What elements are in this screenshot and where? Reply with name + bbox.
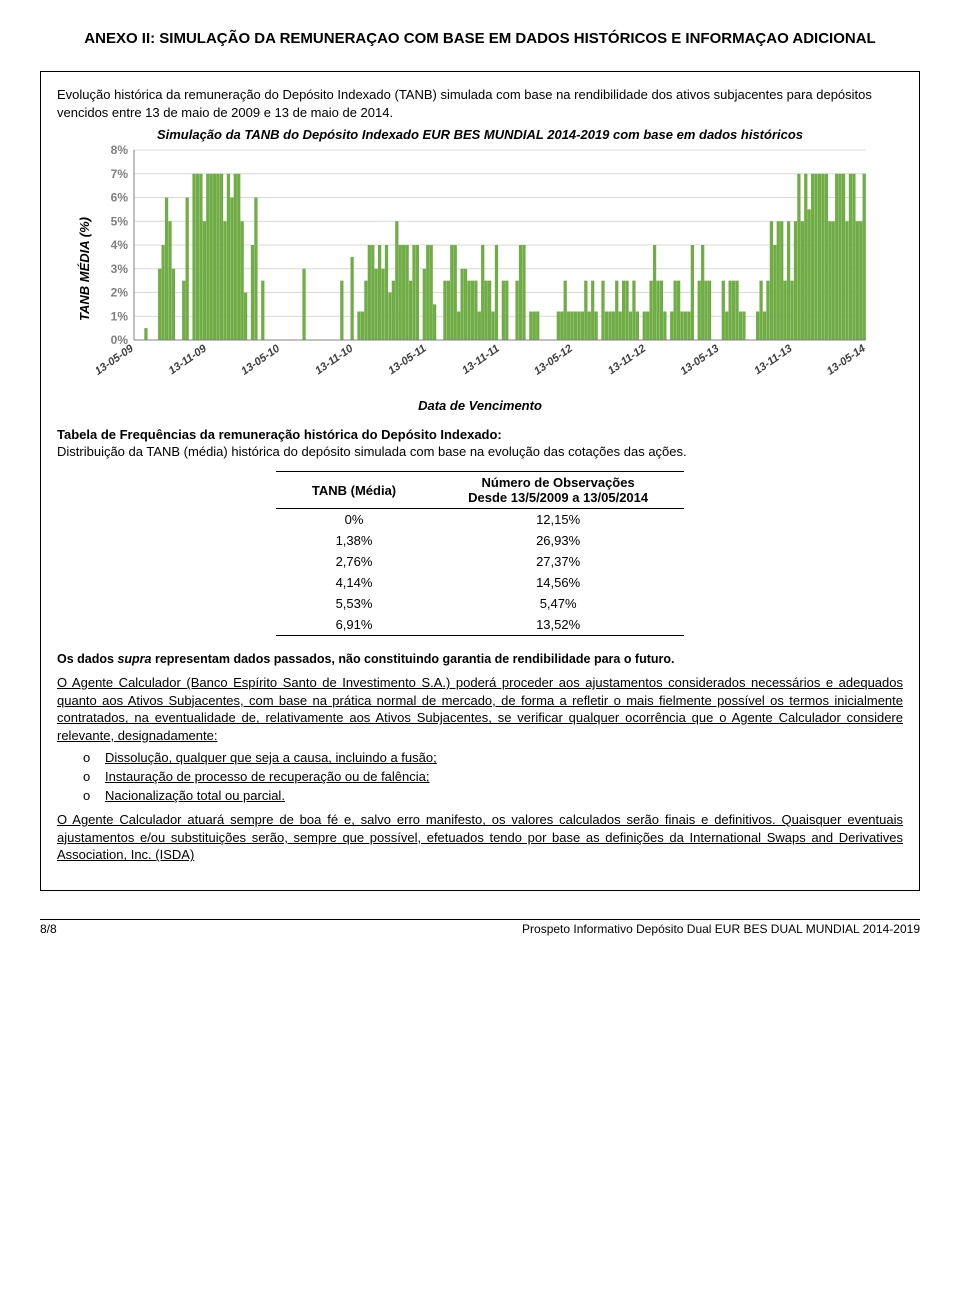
svg-text:8%: 8% — [111, 144, 129, 157]
footer-doc-title: Prospeto Informativo Depósito Dual EUR B… — [522, 922, 920, 936]
freq-cell-obs: 14,56% — [432, 572, 684, 593]
svg-text:13-05-14: 13-05-14 — [825, 343, 868, 378]
freq-cell-obs: 12,15% — [432, 509, 684, 531]
svg-text:6%: 6% — [111, 191, 129, 205]
freq-cell-tanb: 0% — [276, 509, 432, 531]
footer-page-number: 8/8 — [40, 922, 57, 936]
bullet-list: Dissolução, qualquer que seja a causa, i… — [83, 750, 903, 803]
bullet-1: Dissolução, qualquer que seja a causa, i… — [83, 750, 903, 765]
chart-y-axis-label: TANB MÉDIA (%) — [77, 217, 92, 321]
freq-cell-tanb: 5,53% — [276, 593, 432, 614]
freq-heading: Tabela de Frequências da remuneração his… — [57, 427, 903, 442]
freq-col2-header-line1: Número de Observações — [468, 475, 648, 490]
bullet-2: Instauração de processo de recuperação o… — [83, 769, 903, 784]
freq-desc: Distribuição da TANB (média) histórica d… — [57, 444, 903, 459]
page-title: ANEXO II: SIMULAÇÃO DA REMUNERAÇAO COM B… — [40, 30, 920, 47]
freq-cell-obs: 13,52% — [432, 614, 684, 636]
freq-cell-tanb: 1,38% — [276, 530, 432, 551]
table-row: 4,14%14,56% — [276, 572, 684, 593]
table-row: 5,53%5,47% — [276, 593, 684, 614]
svg-text:13-11-12: 13-11-12 — [606, 343, 648, 378]
freq-cell-obs: 5,47% — [432, 593, 684, 614]
intro-paragraph: Evolução histórica da remuneração do Dep… — [57, 86, 903, 121]
freq-cell-obs: 27,37% — [432, 551, 684, 572]
svg-text:1%: 1% — [111, 309, 129, 323]
svg-text:13-05-11: 13-05-11 — [386, 343, 428, 378]
freq-cell-tanb: 4,14% — [276, 572, 432, 593]
table-row: 1,38%26,93% — [276, 530, 684, 551]
note-prefix: Os dados — [57, 652, 117, 666]
note-suffix: representam dados passados, não constitu… — [151, 652, 674, 666]
freq-col1-header: TANB (Média) — [276, 472, 432, 509]
page-footer: 8/8 Prospeto Informativo Depósito Dual E… — [40, 919, 920, 936]
svg-text:13-05-10: 13-05-10 — [239, 342, 283, 378]
table-row: 6,91%13,52% — [276, 614, 684, 636]
svg-text:13-11-13: 13-11-13 — [752, 343, 794, 378]
agent-paragraph-2: O Agente Calculador atuará sempre de boa… — [57, 811, 903, 864]
bar-chart: 0%1%2%3%4%5%6%7%8%13-05-0913-11-0913-05-… — [96, 144, 876, 394]
freq-cell-tanb: 2,76% — [276, 551, 432, 572]
table-row: 0%12,15% — [276, 509, 684, 531]
freq-cell-tanb: 6,91% — [276, 614, 432, 636]
bullet-3: Nacionalização total ou parcial. — [83, 788, 903, 803]
table-row: 2,76%27,37% — [276, 551, 684, 572]
freq-cell-obs: 26,93% — [432, 530, 684, 551]
svg-text:7%: 7% — [111, 167, 129, 181]
chart-container: TANB MÉDIA (%) 0%1%2%3%4%5%6%7%8%13-05-0… — [77, 144, 903, 394]
chart-x-axis-label: Data de Vencimento — [57, 398, 903, 413]
svg-text:13-05-12: 13-05-12 — [532, 343, 575, 378]
content-box: Evolução histórica da remuneração do Dep… — [40, 71, 920, 891]
svg-text:4%: 4% — [111, 238, 129, 252]
svg-text:2%: 2% — [111, 286, 129, 300]
svg-text:13-11-10: 13-11-10 — [313, 342, 356, 377]
svg-text:13-05-13: 13-05-13 — [678, 343, 721, 378]
frequency-table: TANB (Média) Número de Observações Desde… — [276, 471, 684, 636]
chart-title: Simulação da TANB do Depósito Indexado E… — [57, 127, 903, 142]
note-italic: supra — [117, 652, 151, 666]
freq-col2-header: Número de Observações Desde 13/5/2009 a … — [432, 472, 684, 509]
svg-text:5%: 5% — [111, 214, 129, 228]
agent-paragraph-1: O Agente Calculador (Banco Espírito Sant… — [57, 674, 903, 744]
historical-note: Os dados supra representam dados passado… — [57, 652, 903, 666]
svg-text:13-05-09: 13-05-09 — [96, 342, 136, 378]
svg-text:13-11-09: 13-11-09 — [167, 342, 210, 377]
freq-col2-header-line2: Desde 13/5/2009 a 13/05/2014 — [468, 490, 648, 505]
svg-text:3%: 3% — [111, 262, 129, 276]
svg-text:13-11-11: 13-11-11 — [460, 343, 502, 377]
